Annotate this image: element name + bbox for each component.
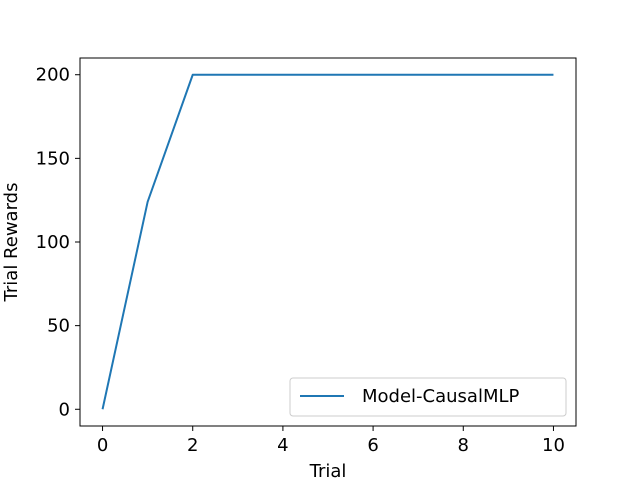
x-axis-label: Trial [309,461,347,480]
x-tick-label: 10 [542,435,565,456]
y-tick-label: 150 [36,148,70,169]
series-layer [101,73,554,410]
y-tick-label: 50 [47,316,70,337]
y-tick-label: 100 [36,232,70,253]
x-tick-label: 8 [458,435,469,456]
legend: Model-CausalMLP [289,377,567,417]
y-tick-label: 0 [59,399,70,420]
x-tick-label: 2 [187,435,198,456]
series-line [101,73,554,410]
x-axis-ticks: 0 2 4 6 8 10 [97,426,565,456]
legend-box [289,377,567,417]
x-tick-label: 4 [277,435,288,456]
x-tick-label: 0 [97,435,108,456]
legend-label: Model-CausalMLP [362,386,520,407]
y-axis-label: Trial Rewards [1,183,22,303]
x-tick-label: 6 [367,435,378,456]
y-tick-label: 200 [36,65,70,86]
y-axis-ticks: 0 50 100 150 200 [36,65,80,420]
